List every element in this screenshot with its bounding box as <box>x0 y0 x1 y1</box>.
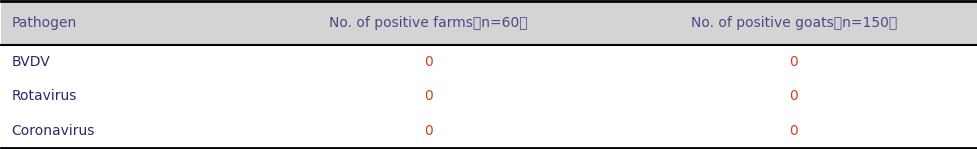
Text: Rotavirus: Rotavirus <box>11 89 76 103</box>
Text: BVDV: BVDV <box>11 55 50 69</box>
Text: 0: 0 <box>423 89 432 103</box>
Text: 0: 0 <box>788 124 797 138</box>
Text: 0: 0 <box>423 55 432 69</box>
Text: Pathogen: Pathogen <box>11 16 76 30</box>
Text: Coronavirus: Coronavirus <box>11 124 95 138</box>
Text: 0: 0 <box>423 124 432 138</box>
Text: 0: 0 <box>788 89 797 103</box>
Text: No. of positive farms（n=60）: No. of positive farms（n=60） <box>328 16 527 30</box>
Text: No. of positive goats（n=150）: No. of positive goats（n=150） <box>690 16 896 30</box>
Text: 0: 0 <box>788 55 797 69</box>
Bar <box>1 1 976 45</box>
